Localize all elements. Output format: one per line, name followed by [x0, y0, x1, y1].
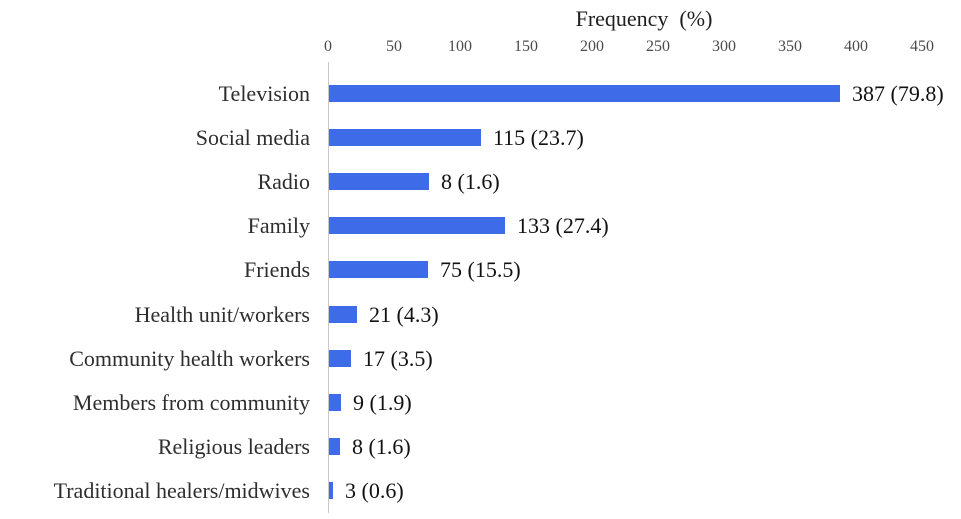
value-label: 17 (3.5) [363, 345, 433, 371]
chart-row: Social media 115 (23.7) [0, 116, 961, 160]
value-label: 8 (1.6) [441, 169, 500, 195]
value-label: 3 (0.6) [345, 477, 404, 503]
category-label: Members from community [72, 389, 310, 415]
x-axis-tick: 450 [910, 38, 934, 55]
bar [329, 349, 351, 367]
category-label: Radio [257, 169, 310, 195]
x-axis-tick: 400 [844, 38, 868, 55]
chart-row: Traditional healers/midwives 3 (0.6) [0, 469, 961, 513]
bar [329, 129, 481, 147]
value-label: 8 (1.6) [352, 433, 411, 459]
x-axis-tick: 0 [324, 38, 332, 55]
x-axis-tick: 250 [646, 38, 670, 55]
chart-row: Members from community 9 (1.9) [0, 381, 961, 425]
chart-row: Television 387 (79.8) [0, 72, 961, 116]
category-label: Community health workers [69, 345, 310, 371]
chart-title: Frequency (%) [575, 6, 713, 31]
value-label: 387 (79.8) [852, 81, 944, 106]
x-axis-tick: 350 [778, 38, 802, 55]
x-axis-tick: 150 [514, 38, 538, 55]
bar [329, 173, 429, 191]
category-label: Friends [244, 257, 310, 283]
category-label: Family [247, 213, 310, 239]
category-label: Traditional healers/midwives [53, 477, 310, 503]
bar [329, 261, 428, 279]
value-label: 21 (4.3) [369, 301, 439, 327]
bar [329, 481, 333, 499]
bar [329, 217, 505, 235]
x-axis-tick: 300 [712, 38, 736, 55]
category-label: Health unit/workers [134, 301, 310, 327]
value-label: 75 (15.5) [440, 257, 521, 283]
chart-row: Religious leaders 8 (1.6) [0, 425, 961, 469]
x-axis-tick: 200 [580, 38, 604, 55]
category-label: Social media [195, 125, 310, 151]
chart-row: Radio 8 (1.6) [0, 160, 961, 204]
chart-row: Friends 75 (15.5) [0, 248, 961, 292]
x-axis-tick: 50 [386, 38, 402, 55]
bar [329, 393, 341, 411]
y-axis-line [328, 62, 329, 513]
value-label: 9 (1.9) [353, 389, 412, 415]
value-label: 115 (23.7) [493, 125, 584, 151]
category-label: Television [218, 81, 310, 106]
chart-row: Family 133 (27.4) [0, 204, 961, 248]
value-label: 133 (27.4) [517, 213, 609, 239]
chart-row: Community health workers 17 (3.5) [0, 337, 961, 381]
bar [329, 85, 840, 102]
bar [329, 305, 357, 323]
bar [329, 437, 340, 455]
chart-row: Health unit/workers 21 (4.3) [0, 293, 961, 337]
category-label: Religious leaders [157, 433, 310, 459]
x-axis-tick: 100 [448, 38, 472, 55]
